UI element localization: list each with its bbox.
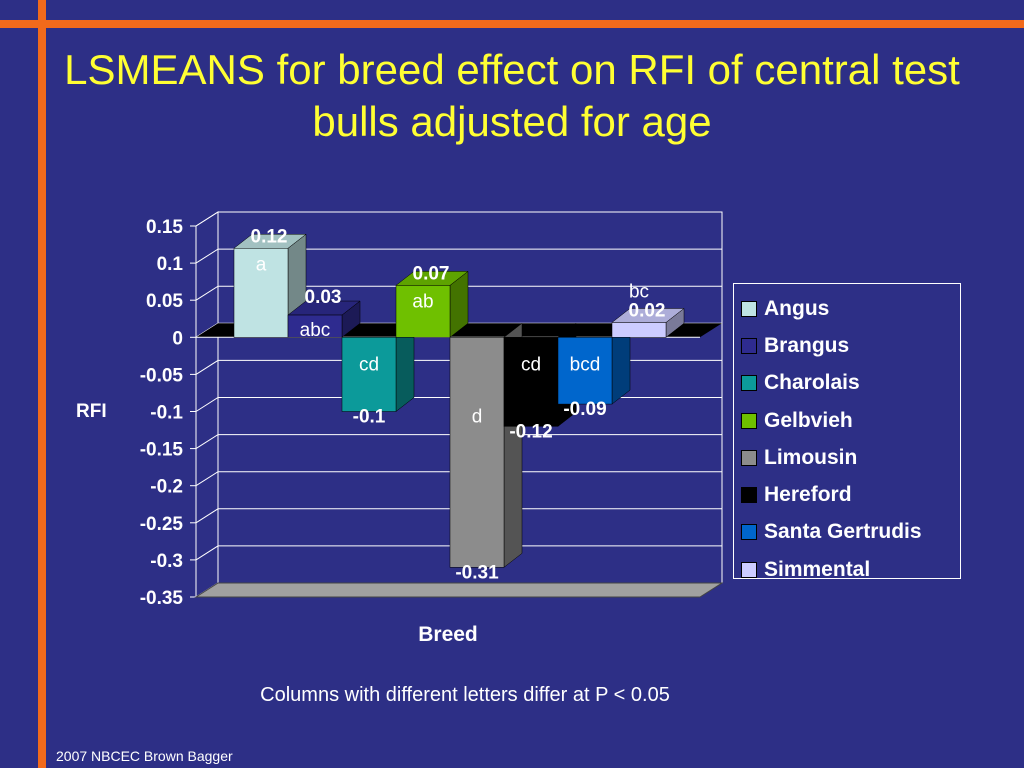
bar-value-label: -0.12 [509,421,552,442]
bar-simmental [611,322,667,338]
bar-hereford [503,337,559,427]
legend-swatch [741,337,757,354]
y-tick-label: -0.3 [150,551,183,572]
y-tick-label: -0.2 [150,477,183,498]
legend-label: Limousin [764,445,858,469]
y-tick-label: -0.15 [140,440,184,461]
bar-value-label: 0.07 [413,263,450,284]
y-tick-label: 0.1 [157,254,184,275]
bar-value-label: -0.09 [563,399,606,420]
bar-letter: bc [629,281,649,302]
bar-letter: abc [300,320,331,341]
legend-label: Hereford [764,483,852,507]
legend-item: Simmental [734,551,960,588]
legend-label: Santa Gertrudis [764,520,922,544]
y-tick-label: 0.15 [146,217,183,238]
bar-letter: bcd [570,354,601,375]
slide-footer: 2007 NBCEC Brown Bagger [56,748,233,764]
bar-value-label: 0.02 [629,300,666,321]
y-tick-label: -0.35 [140,588,184,609]
bar-letter: cd [359,354,379,375]
accent-bar-horizontal [0,20,1024,28]
legend-label: Angus [764,296,830,320]
accent-bar-vertical [38,0,46,768]
gridline [195,211,722,227]
legend-item: Santa Gertrudis [734,514,960,551]
bar-angus [233,248,289,338]
legend-label: Gelbvieh [764,408,853,432]
legend-swatch [741,412,757,429]
bar-value-label: 0.12 [251,226,288,247]
slide-title: LSMEANS for breed effect on RFI of centr… [64,46,960,145]
legend-swatch [741,524,757,541]
gridline [195,508,722,524]
legend-item: Angus [734,290,960,327]
y-axis-label: RFI [76,401,107,422]
legend-swatch [741,561,757,578]
bar-letter: a [256,254,267,275]
legend-item: Limousin [734,439,960,476]
legend-swatch [741,300,757,317]
legend-label: Simmental [764,557,871,581]
bar-charolais [341,337,397,412]
legend-item: Hereford [734,476,960,513]
bar-value-label: -0.1 [353,407,386,428]
bar-gelbvieh [395,285,451,338]
bar-value-label: 0.03 [305,287,342,308]
legend-swatch [741,449,757,466]
gridline [195,248,722,264]
chart-legend: Angus Brangus Charolais Gelbvieh Limousin Her… [733,283,961,581]
legend-label: Charolais [764,371,860,395]
legend-item: Gelbvieh [734,402,960,439]
y-tick-label: -0.05 [140,365,184,386]
bar-letter: d [472,406,483,427]
plot-floor [194,582,724,598]
bar-value-label: -0.31 [455,562,499,583]
bar-letter: cd [521,354,541,375]
gridline [195,471,722,487]
bar-limousin [449,337,505,568]
legend-label: Brangus [764,333,850,357]
bar-santa-gertrudis [557,337,613,405]
legend-swatch [741,487,757,504]
y-tick-label: -0.25 [140,514,184,535]
legend-item: Brangus [734,327,960,364]
bar-brangus [287,314,343,338]
y-tick-label: 0.05 [146,291,183,312]
y-tick-label: 0 [172,328,183,349]
x-axis-label: Breed [418,623,478,646]
legend-item: Charolais [734,365,960,402]
gridline [195,434,722,450]
bar-letter: ab [412,291,433,312]
y-tick-label: -0.1 [150,403,183,424]
legend-swatch [741,375,757,392]
gridline [195,285,722,301]
gridline [195,545,722,561]
chart-caption: Columns with different letters differ at… [260,684,670,706]
